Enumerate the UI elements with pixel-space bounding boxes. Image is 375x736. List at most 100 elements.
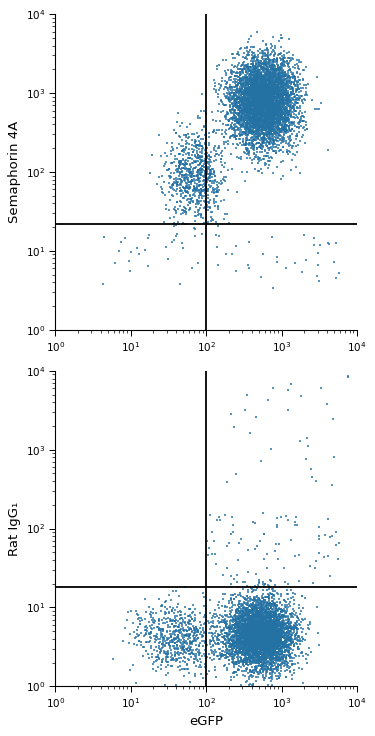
Point [262,102,268,114]
Point [228,631,234,643]
Point [249,639,255,651]
Point [239,130,245,141]
Point [234,61,240,73]
Point [164,616,170,628]
Point [232,625,238,637]
Point [262,606,268,618]
Point [262,637,268,649]
Point [274,91,280,102]
Point [161,633,167,645]
Point [252,94,258,106]
Point [246,88,252,100]
Point [257,637,263,648]
Point [268,85,274,97]
Point [183,168,189,180]
Point [238,115,244,127]
Point [277,95,283,107]
Point [266,643,272,655]
Point [258,86,264,98]
Point [261,84,267,96]
Point [270,623,276,634]
Point [266,620,272,632]
Point [211,197,217,209]
Point [195,152,201,164]
Point [276,91,282,103]
Point [229,82,235,93]
Point [279,90,285,102]
Point [302,634,308,646]
Point [272,121,278,133]
Point [268,616,274,628]
Point [258,92,264,104]
Point [258,143,264,155]
Point [184,194,190,205]
Point [244,639,250,651]
Point [260,666,266,678]
Point [268,114,274,126]
Point [230,88,236,99]
Point [279,611,285,623]
Point [287,72,293,84]
Point [243,77,249,89]
Point [255,651,261,662]
Point [253,651,259,662]
Point [286,46,292,58]
Point [261,644,267,656]
Point [262,642,268,654]
Point [210,611,216,623]
Point [288,584,294,595]
Point [230,123,236,135]
Point [266,108,272,120]
Point [173,632,179,644]
Point [256,648,262,660]
Point [268,115,274,127]
Point [252,93,258,105]
Point [270,123,276,135]
Point [283,621,289,633]
Point [287,666,293,678]
Point [279,645,285,657]
Point [275,116,281,127]
Point [243,91,249,102]
Point [283,606,289,618]
Point [275,79,281,91]
Point [265,651,271,663]
Point [274,94,280,106]
Point [264,74,270,86]
Point [274,83,280,95]
Point [237,113,243,125]
Point [262,93,268,105]
Point [190,631,196,643]
Point [242,52,248,64]
Point [297,634,303,646]
Point [267,636,273,648]
Point [237,601,243,613]
Point [284,623,290,635]
Point [268,77,274,89]
Point [201,185,207,197]
Point [262,50,268,62]
Point [264,43,270,54]
Point [172,643,178,655]
Point [258,100,264,112]
Point [283,79,289,91]
Point [177,183,183,194]
Point [268,630,274,642]
Point [271,91,277,102]
Point [294,638,300,650]
Point [283,90,289,102]
Point [278,73,284,85]
Point [262,94,268,106]
Point [240,629,246,641]
Point [187,168,193,180]
Point [213,185,219,197]
Point [237,77,243,89]
Point [272,103,278,115]
Point [240,618,246,630]
Point [252,595,258,607]
Point [226,91,232,102]
Point [220,611,226,623]
Point [266,96,272,107]
Point [243,65,249,77]
Point [259,102,265,113]
